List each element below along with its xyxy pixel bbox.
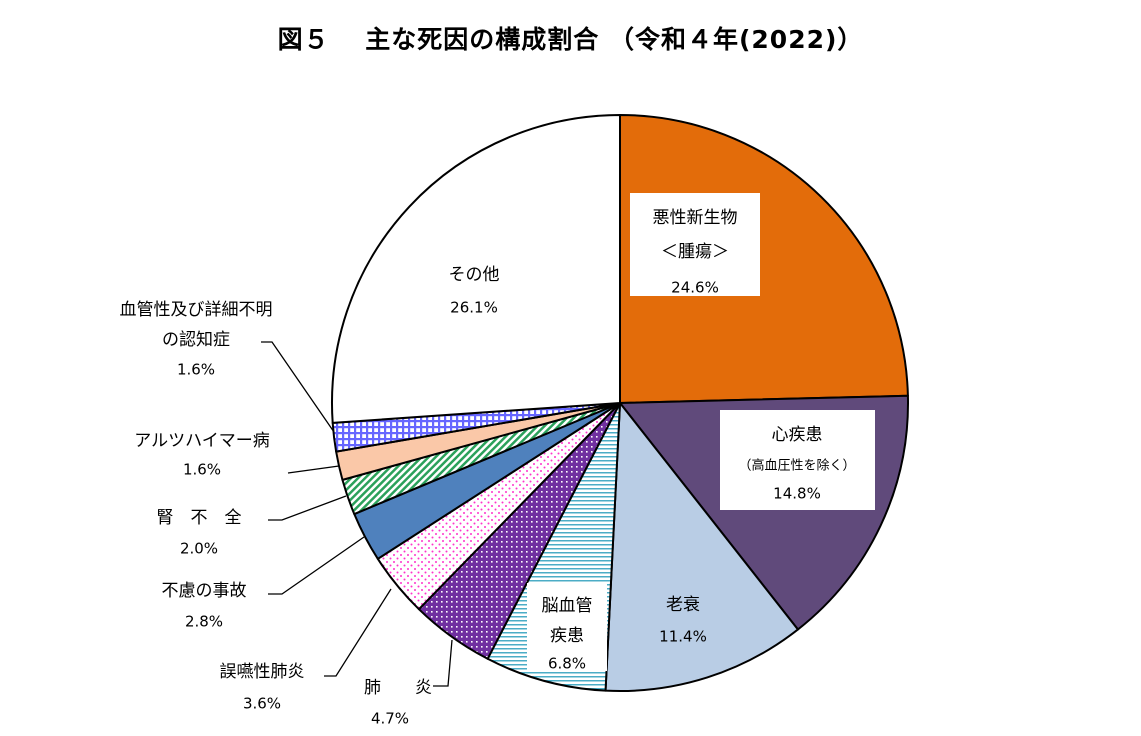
slice-value-cancer: 24.6%: [671, 279, 719, 297]
slice-label-cancer: ＜腫瘍＞: [661, 242, 729, 262]
slice-label-kidney: 腎 不 全: [157, 508, 242, 528]
slice-value-cerebro: 6.8%: [548, 655, 586, 673]
label-box-heart: [720, 410, 875, 510]
slice-label-alzheimer: アルツハイマー病: [134, 431, 270, 451]
slice-label-aspiration: 誤嚥性肺炎: [220, 662, 305, 682]
leader-line-aspiration: [324, 588, 392, 677]
slice-label-cerebro: 疾患: [550, 626, 584, 646]
leader-line-dementia: [261, 341, 335, 433]
slice-value-dementia: 1.6%: [177, 361, 215, 379]
slice-value-alzheimer: 1.6%: [183, 461, 221, 479]
leader-line-kidney: [268, 495, 347, 521]
slice-other: [331, 114, 621, 424]
leader-line-accident: [268, 536, 365, 595]
leader-line-pneumonia: [433, 639, 453, 687]
slice-label-cancer: 悪性新生物: [653, 208, 738, 228]
slice-value-accident: 2.8%: [185, 613, 223, 631]
chart-title: 図５ 主な死因の構成割合 （令和４年(2022)）: [277, 25, 864, 54]
slice-senility: [604, 402, 799, 692]
slice-label-accident: 不慮の事故: [162, 581, 247, 601]
slice-value-heart: 14.8%: [773, 485, 821, 503]
label-box-cancer: [630, 193, 760, 296]
slice-label-other: その他: [449, 265, 500, 285]
slice-value-other: 26.1%: [450, 299, 498, 317]
label-box-cerebro: [527, 583, 607, 671]
slice-label-heart: 心疾患: [772, 425, 823, 445]
slice-labels: 悪性新生物 ＜腫瘍＞ 24.6% 心疾患 （高血圧性を除く） 14.8% 老衰 11.4% 脳血…: [120, 193, 875, 728]
slice-value-aspiration: 3.6%: [243, 695, 281, 713]
slice-label-dementia: 血管性及び詳細不明: [120, 300, 273, 320]
slice-label-heart: （高血圧性を除く）: [738, 458, 855, 474]
slice-label-dementia: の認知症: [162, 330, 230, 350]
pie-slices: [331, 114, 909, 692]
slice-value-pneumonia: 4.7%: [371, 710, 409, 728]
leader-line-alzheimer: [287, 465, 340, 474]
slice-label-pneumonia: 肺 炎: [364, 678, 432, 698]
slice-label-cerebro: 脳血管: [542, 596, 593, 616]
slice-value-senility: 11.4%: [659, 628, 707, 646]
leader-lines: [261, 341, 453, 687]
slice-cancer: [619, 114, 909, 404]
slice-value-kidney: 2.0%: [180, 540, 218, 558]
slice-label-senility: 老衰: [666, 595, 700, 615]
